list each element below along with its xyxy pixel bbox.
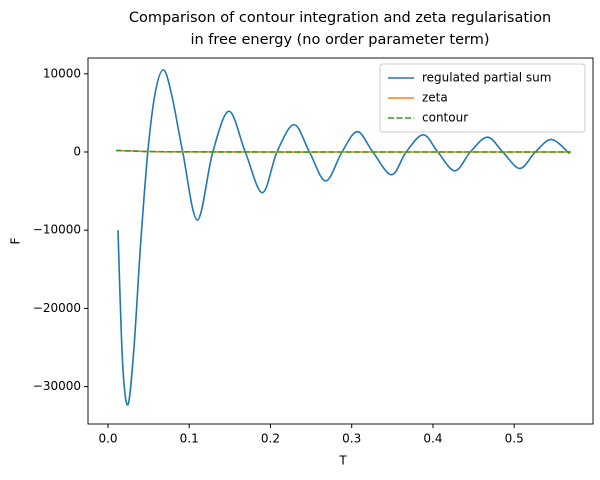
legend-box <box>379 63 586 133</box>
x-tick-label: 0.2 <box>261 432 280 446</box>
x-tick-label: 0.1 <box>180 432 199 446</box>
x-tick-label: 0.0 <box>98 432 117 446</box>
x-axis-label: T <box>338 454 347 468</box>
legend-label: contour <box>422 111 468 125</box>
line-series <box>116 149 572 153</box>
legend-label: zeta <box>422 91 448 105</box>
chart-title: Comparison of contour integration and ze… <box>129 10 551 26</box>
x-tick-label: 0.4 <box>423 432 442 446</box>
y-tick-label: −30000 <box>33 379 81 393</box>
x-tick-label: 0.5 <box>505 432 524 446</box>
line-series <box>117 69 570 406</box>
legend-label: regulated partial sum <box>422 71 551 85</box>
y-axis-label: F <box>9 237 23 244</box>
y-tick-label: −10000 <box>33 223 81 237</box>
y-tick-label: 10000 <box>43 66 81 80</box>
y-tick-label: −20000 <box>33 301 81 315</box>
x-tick-label: 0.3 <box>342 432 361 446</box>
plot-frame <box>87 57 594 425</box>
chart-title: in free energy (no order parameter term) <box>190 32 489 48</box>
y-tick-label: 0 <box>73 145 81 159</box>
